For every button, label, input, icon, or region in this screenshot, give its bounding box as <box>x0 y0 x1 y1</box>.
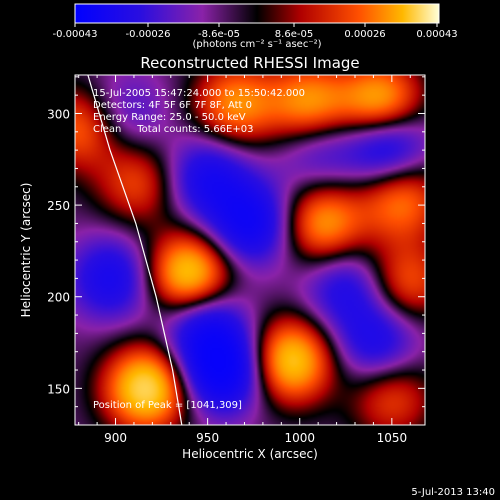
chart-title: Reconstructed RHESSI Image <box>140 54 359 72</box>
colorbar-unit-label: (photons cm⁻² s⁻¹ asec⁻²) <box>192 39 321 50</box>
y-tick-label: 300 <box>47 107 70 121</box>
annotation-peak-position: Position of Peak = [1041,309] <box>93 400 242 411</box>
axis-ticks: 900 950 1000 1050 150 200 250 300 <box>47 75 425 445</box>
colorbar-ticks: -0.00043 -0.00026 -8.6e-05 8.6e-05 0.00026 0.… <box>53 23 458 40</box>
y-tick-label: 200 <box>47 291 70 305</box>
plot-frame <box>74 74 426 426</box>
colorbar-tick-label: -0.00043 <box>53 29 98 40</box>
x-tick-label: 900 <box>104 431 127 445</box>
colorbar <box>75 4 439 23</box>
colorbar-tick-label: 0.00043 <box>416 29 457 40</box>
colorbar-tick-label: 8.6e-05 <box>275 29 313 40</box>
x-tick-label: 1000 <box>284 431 315 445</box>
colorbar-tick-label: -0.00026 <box>126 29 171 40</box>
x-tick-label: 1050 <box>377 431 408 445</box>
colorbar-frame <box>74 3 440 24</box>
heatmap-image <box>75 75 425 425</box>
y-tick-label: 150 <box>47 382 70 396</box>
solar-limb-line <box>87 75 183 425</box>
annotation-detectors: Detectors: 4F 5F 6F 7F 8F, Att 0 <box>93 100 252 111</box>
colorbar-tick-label: -8.6e-05 <box>198 29 240 40</box>
annotation-energy-range: Energy Range: 25.0 - 50.0 keV <box>93 112 246 123</box>
footer-date: 5-Jul-2013 13:40 <box>411 487 495 498</box>
y-tick-label: 250 <box>47 199 70 213</box>
annotation-time-range: 15-Jul-2005 15:47:24.000 to 15:50:42.000 <box>93 88 305 99</box>
colorbar-tick-label: 0.00026 <box>344 29 385 40</box>
annotation-clean-counts: Clean Total counts: 5.66E+03 <box>93 124 253 135</box>
x-axis-label: Heliocentric X (arcsec) <box>182 447 318 461</box>
x-tick-label: 950 <box>196 431 219 445</box>
y-axis-label: Heliocentric Y (arcsec) <box>19 183 33 318</box>
